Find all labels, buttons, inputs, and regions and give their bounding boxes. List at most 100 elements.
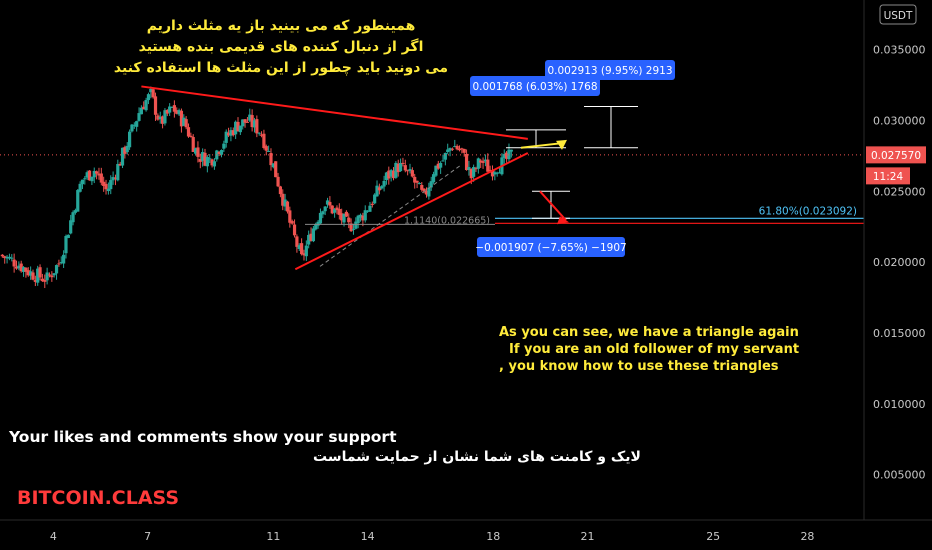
persian-annotation: همینطور که می بینید باز یه مثلث داریم اگ… xyxy=(114,18,448,76)
currency-label: USDT xyxy=(884,10,913,22)
candle-body xyxy=(460,148,464,150)
candle-body xyxy=(295,236,299,247)
candle-body xyxy=(307,234,311,245)
candle-body xyxy=(210,159,214,166)
candle-body xyxy=(80,179,85,185)
candle-body xyxy=(356,215,360,224)
candle-body xyxy=(469,168,473,179)
candle-body xyxy=(12,259,16,267)
candle-body xyxy=(271,163,275,168)
candle-body xyxy=(196,147,200,157)
candle-body xyxy=(5,256,9,259)
currency-button[interactable]: USDT xyxy=(879,4,917,25)
candle-body xyxy=(464,153,469,171)
candle-body xyxy=(365,210,370,212)
candle-body xyxy=(226,132,231,136)
candle-body xyxy=(292,224,297,236)
candle-body xyxy=(40,278,45,282)
candle-body xyxy=(231,130,235,136)
candle-body xyxy=(288,210,292,223)
candle-body xyxy=(497,172,502,174)
candle-body xyxy=(168,106,172,113)
candle-body xyxy=(158,116,162,120)
candle-body xyxy=(97,173,101,176)
candle-body xyxy=(135,121,139,127)
candle-body xyxy=(31,272,35,280)
candle-body xyxy=(347,217,351,223)
candle-body xyxy=(111,177,115,181)
candle-body xyxy=(57,263,61,265)
candle-body xyxy=(481,161,485,163)
candle-body xyxy=(264,146,268,151)
candle-body xyxy=(113,177,118,179)
time-tick-label: 25 xyxy=(706,530,720,543)
candle-body xyxy=(285,201,290,212)
persian-line-2: اگر از دنبال کننده های قدیمی بنده هستید xyxy=(139,38,424,55)
candle-body xyxy=(186,127,191,137)
candle-body xyxy=(300,243,304,255)
candle-body xyxy=(36,268,40,283)
candle-body xyxy=(396,163,400,173)
candle-body xyxy=(453,146,457,148)
candle-body xyxy=(429,181,433,188)
candle-body xyxy=(311,228,315,242)
candle-body xyxy=(54,265,59,274)
time-tick-label: 4 xyxy=(50,530,57,543)
candle-body xyxy=(222,143,226,149)
candle-body xyxy=(382,180,386,187)
current-price-badge: 0.027570 11:24 xyxy=(866,146,926,185)
candle-body xyxy=(149,88,153,93)
candle-body xyxy=(318,212,323,224)
candle-body xyxy=(302,253,306,256)
candle-body xyxy=(417,182,422,185)
candle-body xyxy=(370,203,374,205)
arrow-up-shaft xyxy=(520,141,566,149)
candle-body xyxy=(259,134,264,136)
overlays-layer: 61.80%(0.023092) 1.1140(0.022665) 0.001768… xyxy=(0,60,864,271)
candle-body xyxy=(203,152,207,166)
candle-body xyxy=(106,188,110,192)
candle-body xyxy=(502,154,506,158)
time-tick-label: 18 xyxy=(486,530,500,543)
measure-up-2-badge xyxy=(545,60,675,80)
candle-body xyxy=(241,119,245,127)
time-tick-label: 21 xyxy=(581,530,595,543)
candle-body xyxy=(120,147,125,166)
candle-body xyxy=(389,170,393,177)
candle-body xyxy=(344,211,348,217)
candle-body xyxy=(391,170,396,179)
candle-body xyxy=(26,270,30,276)
candle-body xyxy=(83,178,87,180)
measure-up-1-badge-label: 0.001768 (6.03%) 1768 xyxy=(472,81,597,93)
triangle-lower-line xyxy=(294,152,529,271)
time-axis[interactable]: 4 7 11 14 18 21 25 28 xyxy=(50,530,815,543)
candle-body xyxy=(50,275,54,278)
candle-body xyxy=(431,174,436,183)
candle-body xyxy=(87,170,92,181)
measure-up-2-badge-label: 0.002913 (9.95%) 2913 xyxy=(547,65,672,77)
candle-body xyxy=(283,199,287,207)
candle-body xyxy=(69,220,73,234)
candle-body xyxy=(144,100,148,111)
candle-body xyxy=(467,167,471,171)
candle-body xyxy=(443,152,447,160)
candle-body xyxy=(104,183,108,190)
candle-body xyxy=(205,157,209,167)
candle-body xyxy=(401,162,405,164)
candle-body xyxy=(250,115,254,128)
candle-body xyxy=(368,205,372,212)
candle-body xyxy=(323,206,327,212)
price-axis[interactable]: 0.035000 0.030000 0.025000 0.020000 0.015000… xyxy=(873,44,926,482)
candle-body xyxy=(236,121,240,132)
candle-body xyxy=(486,159,490,172)
english-line-2: If you are an old follower of my servant xyxy=(509,342,799,357)
candle-body xyxy=(219,150,224,155)
candle-body xyxy=(274,161,278,178)
candle-body xyxy=(130,124,134,132)
candle-body xyxy=(434,165,438,176)
candle-body xyxy=(193,148,198,154)
candle-body xyxy=(45,272,49,281)
candle-body xyxy=(457,148,462,151)
candle-body xyxy=(177,110,181,115)
candle-body xyxy=(19,263,23,272)
